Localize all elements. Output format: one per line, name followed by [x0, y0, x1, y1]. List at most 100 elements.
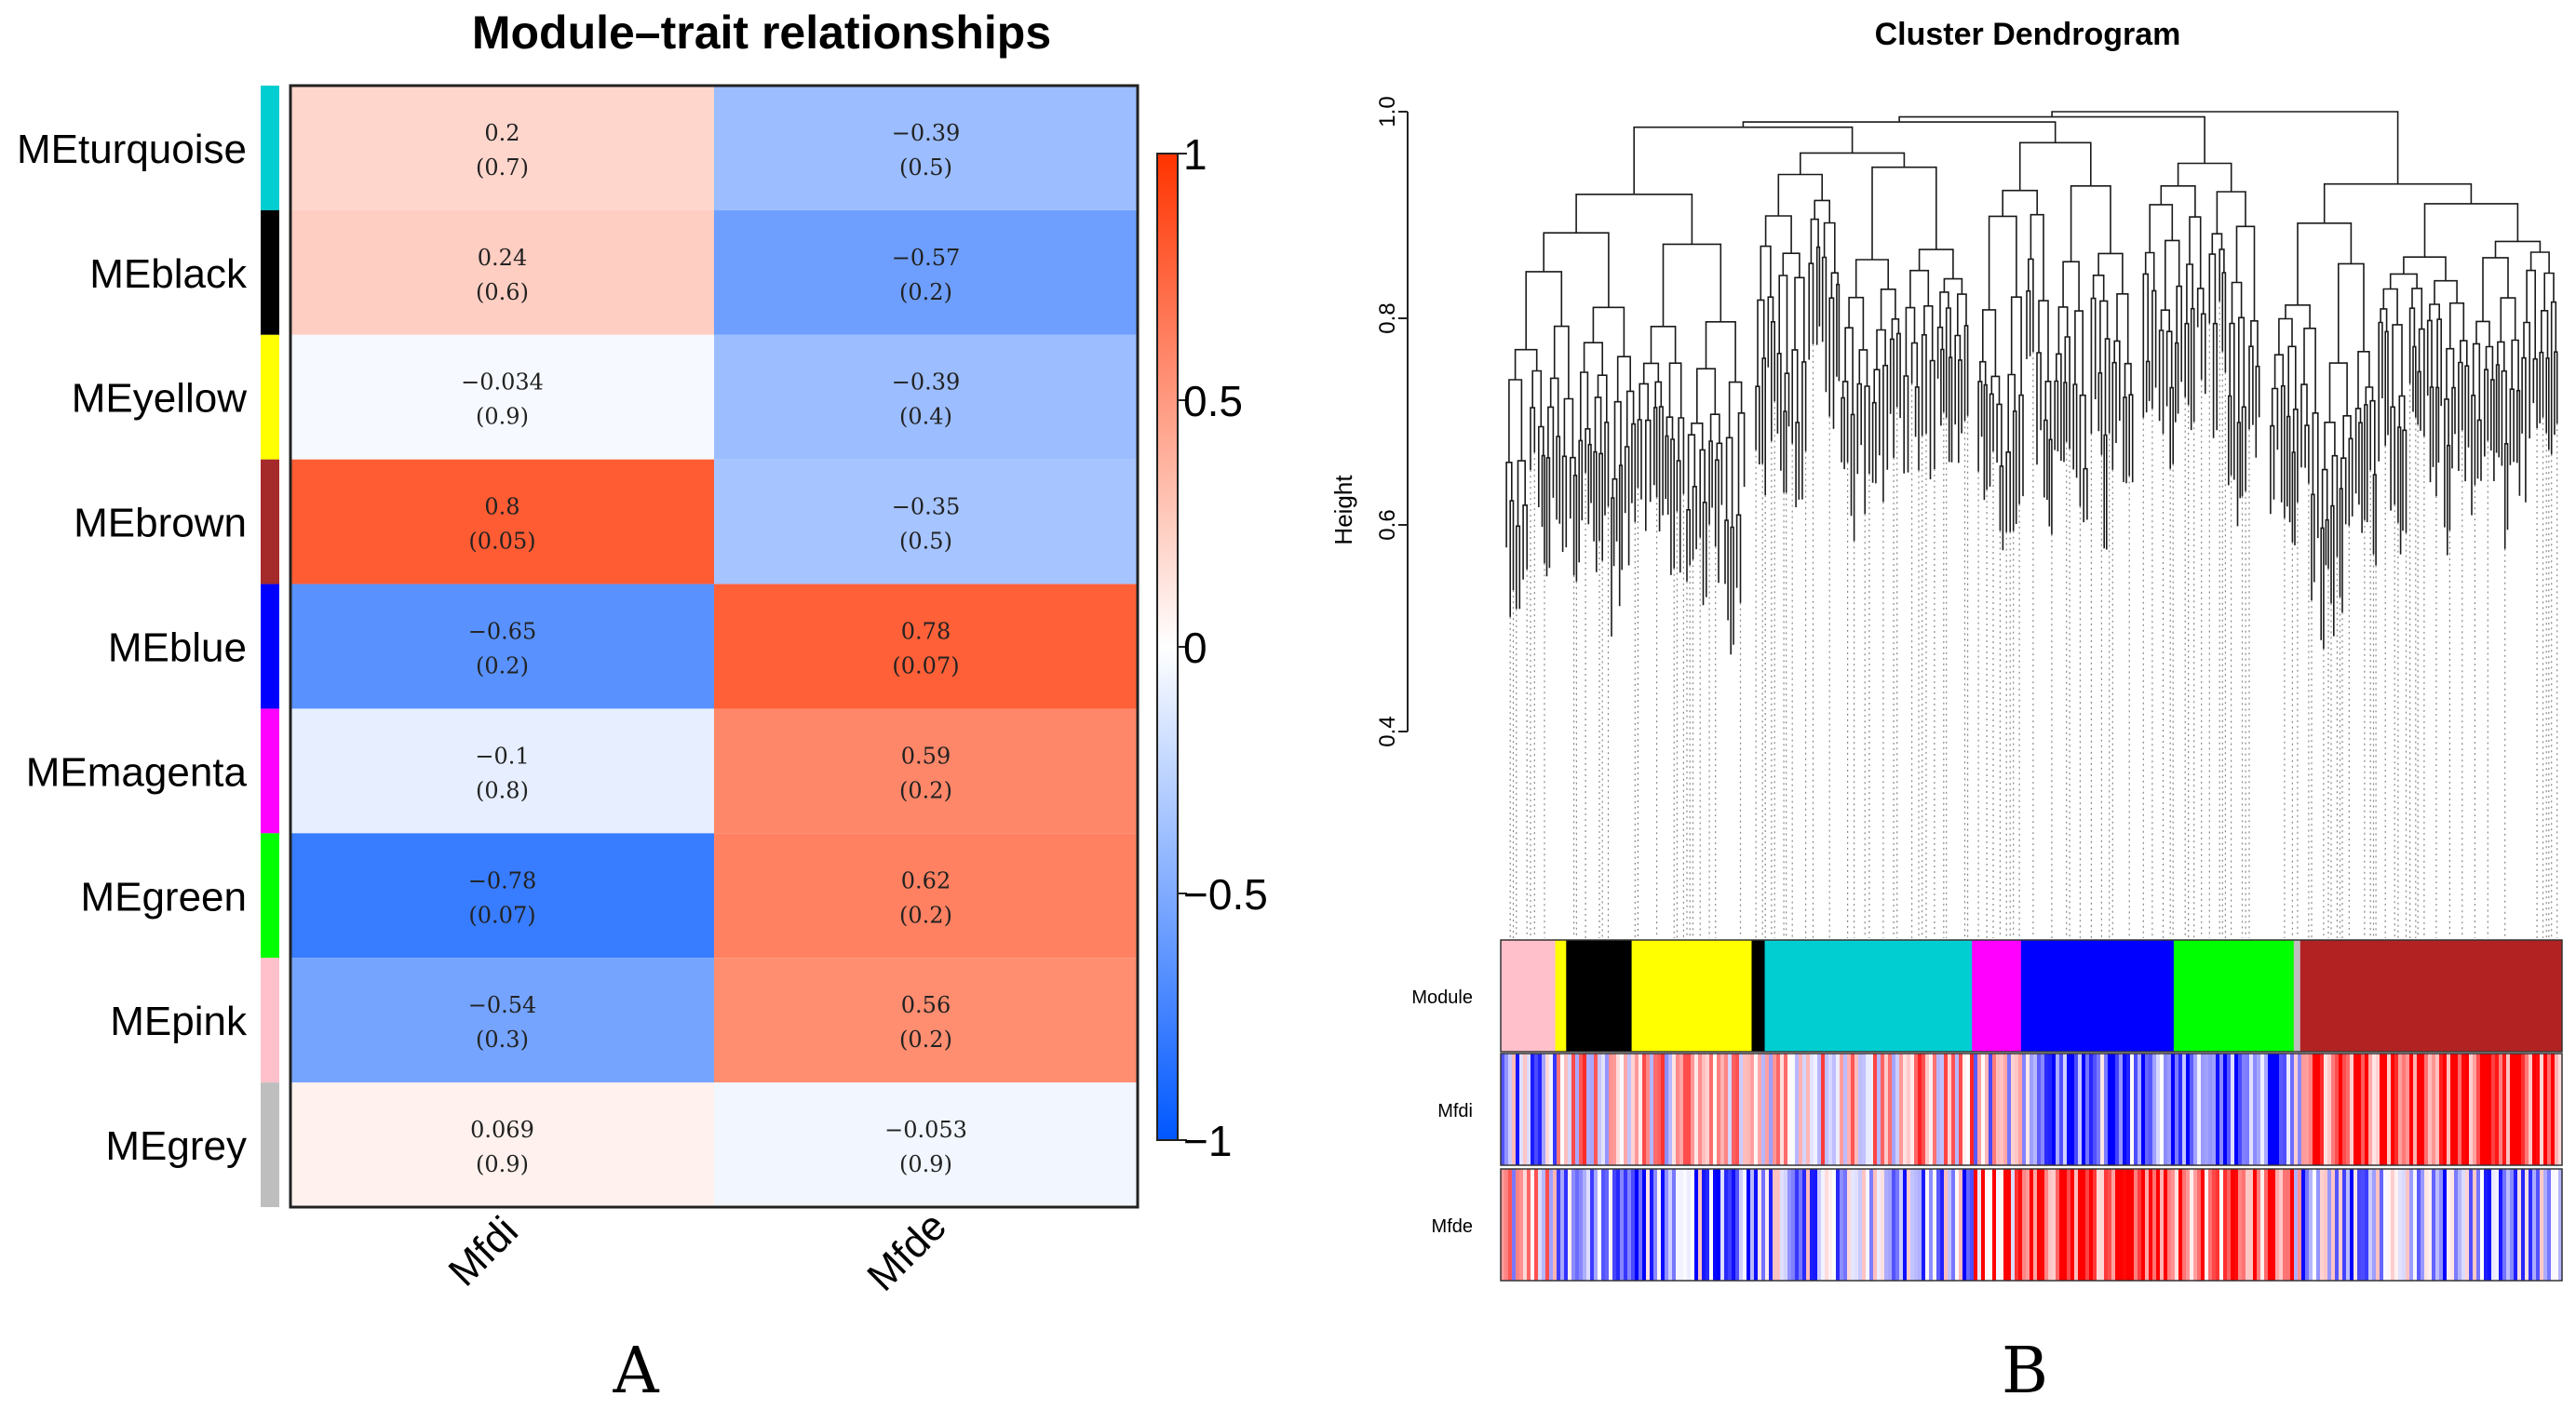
trait-stripe — [1922, 1169, 1926, 1281]
trait-stripe — [1970, 1169, 1975, 1281]
trait-stripe — [2242, 1169, 2246, 1281]
trait-stripe — [2063, 1169, 2068, 1281]
trait-stripe — [1914, 1169, 1919, 1281]
trait-stripe — [2003, 1054, 2008, 1165]
trait-stripe — [1989, 1169, 1993, 1281]
trait-stripe — [1616, 1054, 1621, 1165]
trait-stripe — [1586, 1169, 1591, 1281]
trait-stripe — [1665, 1054, 1669, 1165]
y-tick-label: 0.6 — [1375, 509, 1400, 540]
trait-stripe — [1899, 1169, 1904, 1281]
trait-stripe — [2421, 1054, 2425, 1165]
cell-pvalue: (0.9) — [476, 1151, 529, 1177]
trait-stripe — [1676, 1169, 1680, 1281]
trait-stripe — [2540, 1054, 2544, 1165]
cell-value: −0.053 — [884, 1117, 967, 1143]
trait-stripe — [2227, 1054, 2232, 1165]
trait-stripe — [1821, 1169, 1826, 1281]
trait-stripe — [1750, 1169, 1755, 1281]
trait-stripe — [1899, 1054, 1904, 1165]
trait-stripe — [2380, 1054, 2384, 1165]
trait-stripe — [2461, 1054, 2466, 1165]
trait-stripe — [2335, 1054, 2340, 1165]
trait-stripe — [1560, 1054, 1565, 1165]
trait-stripe — [1996, 1054, 2001, 1165]
row-labels: MEturquoise MEblack MEyellow MEbrown MEblue M… — [17, 127, 248, 1169]
trait-stripe — [1538, 1054, 1543, 1165]
module-block-black — [1566, 940, 1633, 1052]
trait-stripe — [1504, 1169, 1509, 1281]
trait-stripe — [1836, 1169, 1841, 1281]
trait-stripe — [1773, 1169, 1777, 1281]
trait-stripe — [1929, 1054, 1934, 1165]
trait-stripe — [2059, 1169, 2064, 1281]
cell-value: 0.069 — [470, 1117, 534, 1143]
trait-stripe — [1933, 1054, 1937, 1165]
trait-stripe — [2167, 1054, 2172, 1165]
trait-stripe — [2007, 1054, 2012, 1165]
trait-stripe — [2190, 1054, 2194, 1165]
trait-stripe — [2413, 1054, 2418, 1165]
trait-stripe — [1601, 1169, 1606, 1281]
trait-stripe — [2476, 1169, 2481, 1281]
trait-stripe — [2499, 1054, 2503, 1165]
trait-stripe — [1605, 1054, 1610, 1165]
trait-stripe — [1922, 1054, 1926, 1165]
colorbar-tick-label: 0 — [1183, 624, 1207, 672]
module-bar-MEgrey — [261, 1082, 279, 1207]
trait-stripe — [2123, 1054, 2127, 1165]
trait-stripe — [2160, 1169, 2165, 1281]
cell-MEmagenta-Mfdi — [290, 708, 714, 834]
trait-stripe — [2182, 1054, 2187, 1165]
trait-stripe — [1795, 1169, 1800, 1281]
trait-stripe — [1951, 1169, 1956, 1281]
module-bar-MEpink — [261, 958, 279, 1083]
trait-stripe — [1877, 1054, 1881, 1165]
trait-stripe — [1609, 1054, 1613, 1165]
trait-stripe — [1933, 1169, 1937, 1281]
trait-stripe — [1814, 1054, 1818, 1165]
trait-stripe — [2435, 1054, 2440, 1165]
trait-stripe — [2253, 1169, 2258, 1281]
trait-stripe — [1955, 1054, 1960, 1165]
trait-stripe — [2108, 1169, 2112, 1281]
trait-stripe — [1724, 1169, 1729, 1281]
trait-stripe — [2290, 1054, 2295, 1165]
trait-stripe — [1676, 1054, 1680, 1165]
trait-stripe — [2331, 1054, 2336, 1165]
trait-stripe — [2305, 1169, 2310, 1281]
cell-pvalue: (0.3) — [476, 1027, 529, 1053]
trait-stripe — [1720, 1054, 1725, 1165]
trait-stripe — [1888, 1169, 1893, 1281]
trait-stripe — [1534, 1169, 1539, 1281]
trait-stripe — [1892, 1054, 1896, 1165]
trait-stripe — [2186, 1169, 2191, 1281]
trait-stripe — [2313, 1054, 2317, 1165]
trait-stripe — [1717, 1169, 1721, 1281]
trait-stripe — [1717, 1054, 1721, 1165]
trait-stripe — [1612, 1054, 1617, 1165]
trait-stripe — [2532, 1054, 2537, 1165]
trait-stripe — [1709, 1169, 1714, 1281]
trait-stripe — [2257, 1054, 2261, 1165]
trait-stripe — [2417, 1169, 2421, 1281]
trait-stripe — [2469, 1054, 2474, 1165]
trait-stripe — [1739, 1054, 1744, 1165]
trait-stripe — [2067, 1054, 2071, 1165]
trait-stripe — [1739, 1169, 1744, 1281]
trait-stripe — [2536, 1054, 2541, 1165]
trait-stripe — [2502, 1054, 2507, 1165]
cell-MEbrown-Mfdi — [290, 459, 714, 584]
trait-stripe — [1817, 1169, 1822, 1281]
trait-stripe — [2491, 1054, 2496, 1165]
trait-stripe — [2283, 1054, 2287, 1165]
trait-stripe — [2432, 1054, 2436, 1165]
trait-stripe — [1713, 1054, 1718, 1165]
trait-stripe — [2059, 1054, 2064, 1165]
trait-stripe — [2178, 1054, 2183, 1165]
trait-stripe — [2529, 1169, 2533, 1281]
trait-stripe — [2037, 1054, 2042, 1165]
trait-stripe — [2424, 1054, 2429, 1165]
trait-stripe — [2514, 1054, 2518, 1165]
trait-stripe — [1825, 1169, 1829, 1281]
